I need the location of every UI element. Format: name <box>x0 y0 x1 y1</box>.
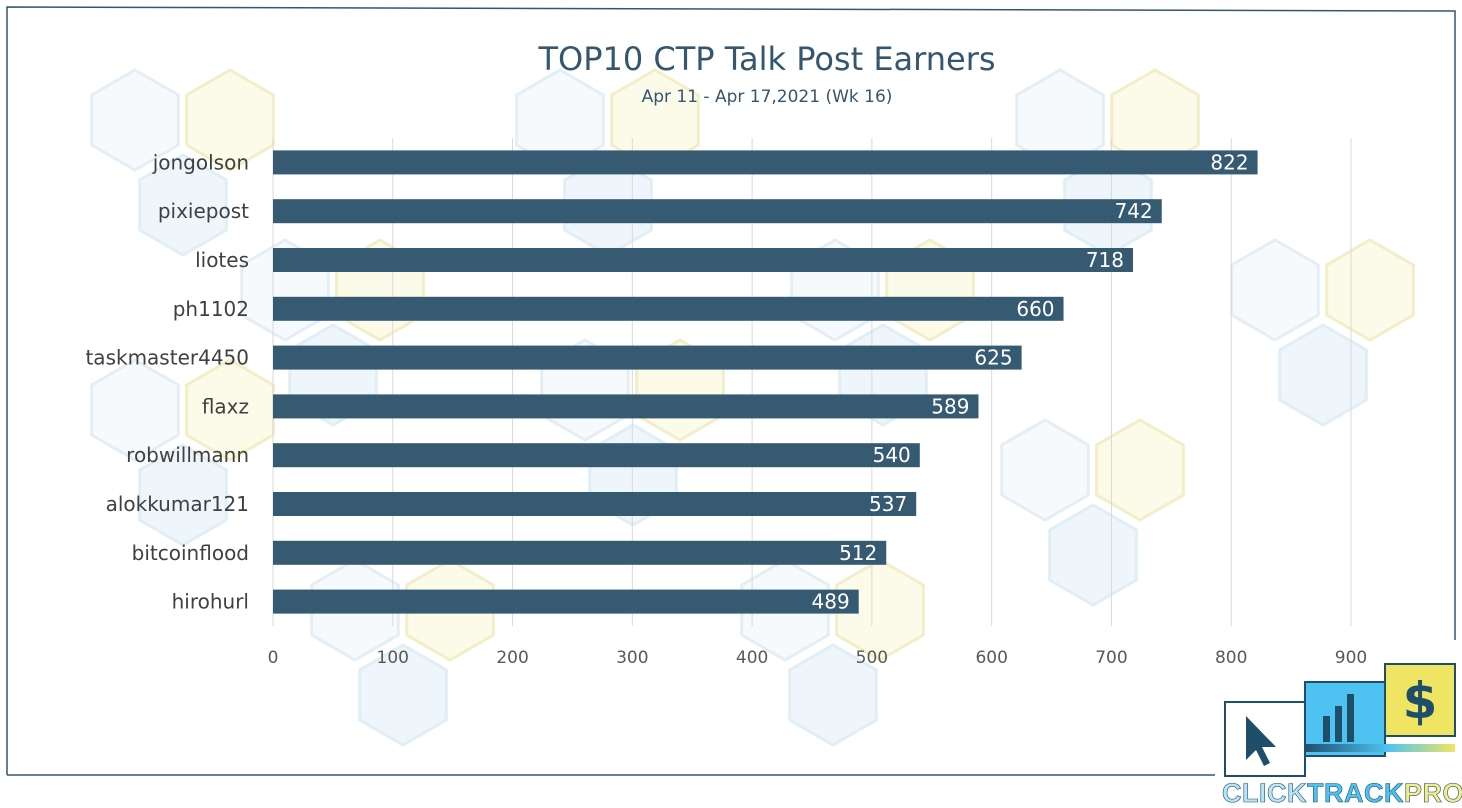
bar-robwillmann <box>273 443 920 468</box>
watermark-hexagon <box>1278 323 1368 427</box>
watermark-hexagon <box>1325 238 1415 342</box>
category-label: bitcoinflood <box>132 541 249 565</box>
chart-border <box>6 6 1456 775</box>
watermark-hexagon <box>835 558 925 662</box>
brand-logo: $ CLICKTRACKPROFIT <box>1222 663 1462 808</box>
bar-liotes <box>273 248 1134 272</box>
tick-label: 900 <box>1335 648 1367 668</box>
data-label: 742 <box>1115 199 1153 223</box>
category-label: robwillmann <box>126 443 249 467</box>
logo-dollar-box <box>1384 663 1456 737</box>
category-label: ph1102 <box>173 297 249 321</box>
category-label: jongolson <box>152 150 249 174</box>
tick-label: 600 <box>975 648 1007 668</box>
tick-label: 500 <box>856 648 888 668</box>
tick-label: 0 <box>268 648 279 668</box>
watermark-hexagon <box>358 643 448 747</box>
data-label: 512 <box>839 541 877 565</box>
watermark-hexagon <box>138 443 228 547</box>
watermark-hexagon <box>185 68 275 172</box>
bar-flaxz <box>273 394 979 419</box>
chart-subtitle: Apr 11 - Apr 17,2021 (Wk 16) <box>642 87 893 107</box>
bar-ph1102 <box>273 296 1064 321</box>
watermark-hexagon <box>90 68 180 172</box>
category-label: alokkumar121 <box>106 492 249 516</box>
dollar-icon: $ <box>1403 672 1438 730</box>
category-label: liotes <box>195 248 249 272</box>
brand-name-profit: PROFIT <box>1404 778 1462 808</box>
category-label: taskmaster4450 <box>85 346 249 370</box>
data-label: 540 <box>873 443 911 467</box>
brand-name-click: CLICK <box>1222 778 1307 808</box>
category-label: flaxz <box>202 394 249 418</box>
data-label: 589 <box>931 394 969 418</box>
bar-hirohurl <box>273 589 859 614</box>
tick-label: 700 <box>1095 648 1127 668</box>
watermark-hexagon <box>1095 418 1185 522</box>
watermark-hexagon <box>1230 238 1320 342</box>
bar-pixiepost <box>273 199 1162 224</box>
bar-taskmaster4450 <box>273 345 1022 370</box>
bar-bitcoinflood <box>273 540 887 565</box>
tick-label: 400 <box>736 648 768 668</box>
brand-name: CLICKTRACKPROFIT <box>1222 778 1462 808</box>
data-label: 718 <box>1086 248 1124 272</box>
logo-underline <box>1305 744 1455 752</box>
data-label: 489 <box>812 590 850 614</box>
category-axis: jongolson pixiepost liotes ph1102 taskmaster… <box>85 150 249 613</box>
bar-series <box>273 150 1258 614</box>
tick-label: 200 <box>496 648 528 668</box>
cursor-icon <box>1246 716 1276 766</box>
watermark-hexagon <box>90 358 180 462</box>
data-label: 537 <box>869 492 907 516</box>
data-label: 625 <box>974 346 1012 370</box>
value-axis: 0 100 200 300 400 500 600 700 800 900 <box>268 648 1368 668</box>
data-label: 660 <box>1016 297 1054 321</box>
watermark-hexagon <box>1048 503 1138 607</box>
bar-alokkumar121 <box>273 492 917 516</box>
watermark-hexagon <box>1000 418 1090 522</box>
bar-jongolson <box>273 150 1258 175</box>
logo-chart-box <box>1304 681 1386 757</box>
tick-label: 300 <box>616 648 648 668</box>
data-label: 822 <box>1210 150 1248 174</box>
watermark-hexagon <box>788 643 878 747</box>
tick-label: 100 <box>377 648 409 668</box>
chart-title: TOP10 CTP Talk Post Earners <box>537 40 995 78</box>
category-label: pixiepost <box>158 199 249 223</box>
bar-chart-icon <box>1323 694 1354 742</box>
tick-label: 800 <box>1215 648 1247 668</box>
brand-name-track: TRACK <box>1307 778 1404 808</box>
watermark-hexagon <box>138 153 228 257</box>
category-label: hirohurl <box>172 590 249 614</box>
